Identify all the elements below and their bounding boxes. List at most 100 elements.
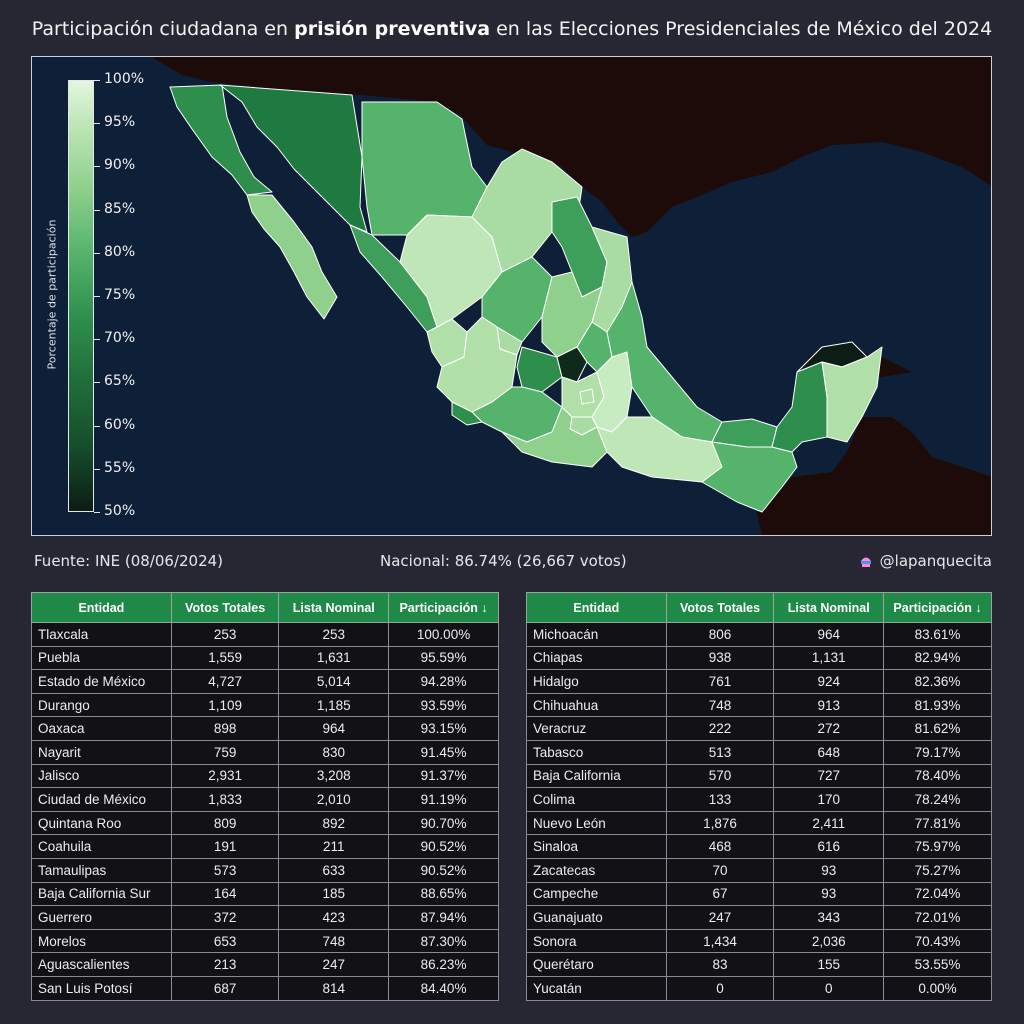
table-row: Sinaloa 468 616 75.97% [526,834,992,859]
cell-votos: 222 [665,716,775,741]
cell-participacion: 95.59% [388,645,499,671]
cell-entidad: Aguascalientes [31,952,172,977]
cell-entidad: Puebla [31,645,172,671]
table-row: Michoacán 806 964 83.61% [526,622,992,647]
cell-entidad: Quintana Roo [31,810,172,836]
cell-lista: 5,014 [278,669,390,694]
state-colima [451,401,483,426]
header-participacion[interactable]: Participación ↓ [388,592,499,623]
cell-lista: 272 [773,716,885,741]
map-svg [32,57,991,535]
cell-participacion: 70.43% [883,928,992,954]
cell-votos: 573 [170,857,280,883]
central-america-land [757,417,991,535]
cell-entidad: Jalisco [31,763,172,789]
cell-votos: 1,876 [665,810,775,836]
colorbar-tick-label: 95% [104,114,136,131]
cell-participacion: 91.45% [388,739,499,765]
header-votos[interactable]: Votos Totales [665,592,775,623]
cell-lista: 616 [773,834,885,859]
cell-lista: 830 [278,739,390,765]
header-entidad[interactable]: Entidad [31,592,172,623]
cell-votos: 806 [665,622,775,647]
table-row: Tamaulipas 573 633 90.52% [31,857,499,883]
colorbar-tick-label: 50% [104,503,136,519]
header-lista[interactable]: Lista Nominal [773,592,885,623]
cell-entidad: Tamaulipas [31,857,172,883]
table-row: Guerrero 372 423 87.94% [31,905,499,930]
cell-lista: 727 [773,763,885,789]
state-queretaro [556,346,588,383]
cell-participacion: 79.17% [883,739,992,765]
cell-votos: 83 [665,952,775,977]
cell-entidad: Oaxaca [31,716,172,741]
cell-lista: 1,631 [278,645,390,671]
header-lista[interactable]: Lista Nominal [278,592,390,623]
colorbar-tick-mark [94,296,100,297]
state-baja-california [169,84,273,196]
header-participacion[interactable]: Participación ↓ [883,592,992,623]
cell-votos: 67 [665,881,775,907]
cell-votos: 1,559 [170,645,280,671]
cell-participacion: 77.81% [883,810,992,836]
cell-votos: 570 [665,763,775,789]
cupcake-icon [858,553,874,569]
table-row: Tabasco 513 648 79.17% [526,739,992,765]
cell-lista: 633 [278,857,390,883]
cell-participacion: 72.04% [883,881,992,907]
cell-entidad: Querétaro [526,952,667,977]
cell-votos: 1,833 [170,787,280,812]
cell-votos: 213 [170,952,280,977]
cell-votos: 372 [170,905,280,930]
table-row: Zacatecas 70 93 75.27% [526,857,992,883]
cell-entidad: Sonora [526,928,667,954]
cell-lista: 247 [278,952,390,977]
state-quintana-roo [821,346,883,443]
usa-land [152,57,991,237]
handle-text: @lapanquecita [879,552,992,570]
header-entidad[interactable]: Entidad [526,592,667,623]
colorbar-tick-label: 80% [104,243,136,260]
cell-votos: 164 [170,881,280,907]
table-row: Tlaxcala 253 253 100.00% [31,622,499,647]
cell-entidad: Zacatecas [526,857,667,883]
cell-entidad: Veracruz [526,716,667,741]
table-row: Yucatán 0 0 0.00% [526,975,992,1001]
table-row: Colima 133 170 78.24% [526,787,992,812]
table-row: Chihuahua 748 913 81.93% [526,692,992,718]
header-votos[interactable]: Votos Totales [170,592,280,623]
cell-participacion: 87.30% [388,928,499,954]
cell-lista: 1,131 [773,645,885,671]
cell-votos: 748 [665,692,775,718]
colorbar-title: Porcentaje de participación [45,219,59,370]
cell-participacion: 87.94% [388,905,499,930]
colorbar-tick-mark [94,166,100,168]
title-bold: prisión preventiva [294,18,491,40]
cell-entidad: Baja California Sur [31,881,172,907]
table-row: Querétaro 83 155 53.55% [526,952,992,977]
cell-votos: 1,434 [665,928,775,954]
colorbar-tick-mark [94,209,100,211]
cell-participacion: 81.62% [883,716,992,741]
cell-entidad: Guerrero [31,905,172,930]
cell-lista: 423 [278,905,390,930]
cell-entidad: Colima [526,787,667,812]
chart-title: Participación ciudadana en prisión preve… [0,18,1024,40]
table-row: Hidalgo 761 924 82.36% [526,669,992,694]
state-cdmx [579,388,595,405]
cell-lista: 648 [773,739,885,765]
colorbar-tick-label: 70% [104,330,136,347]
choropleth-map [31,56,992,536]
cell-participacion: 91.37% [388,763,499,789]
cell-votos: 898 [170,716,280,741]
table-row: Campeche 67 93 72.04% [526,881,992,907]
cell-lista: 964 [278,716,390,741]
cell-participacion: 75.27% [883,857,992,883]
national-summary: Nacional: 86.74% (26,667 votos) [380,552,627,570]
cell-entidad: Yucatán [526,975,667,1001]
table-row: Aguascalientes 213 247 86.23% [31,952,499,977]
colorbar [68,80,94,512]
cell-lista: 892 [278,810,390,836]
cell-lista: 748 [278,928,390,954]
cell-participacion: 0.00% [883,975,992,1001]
